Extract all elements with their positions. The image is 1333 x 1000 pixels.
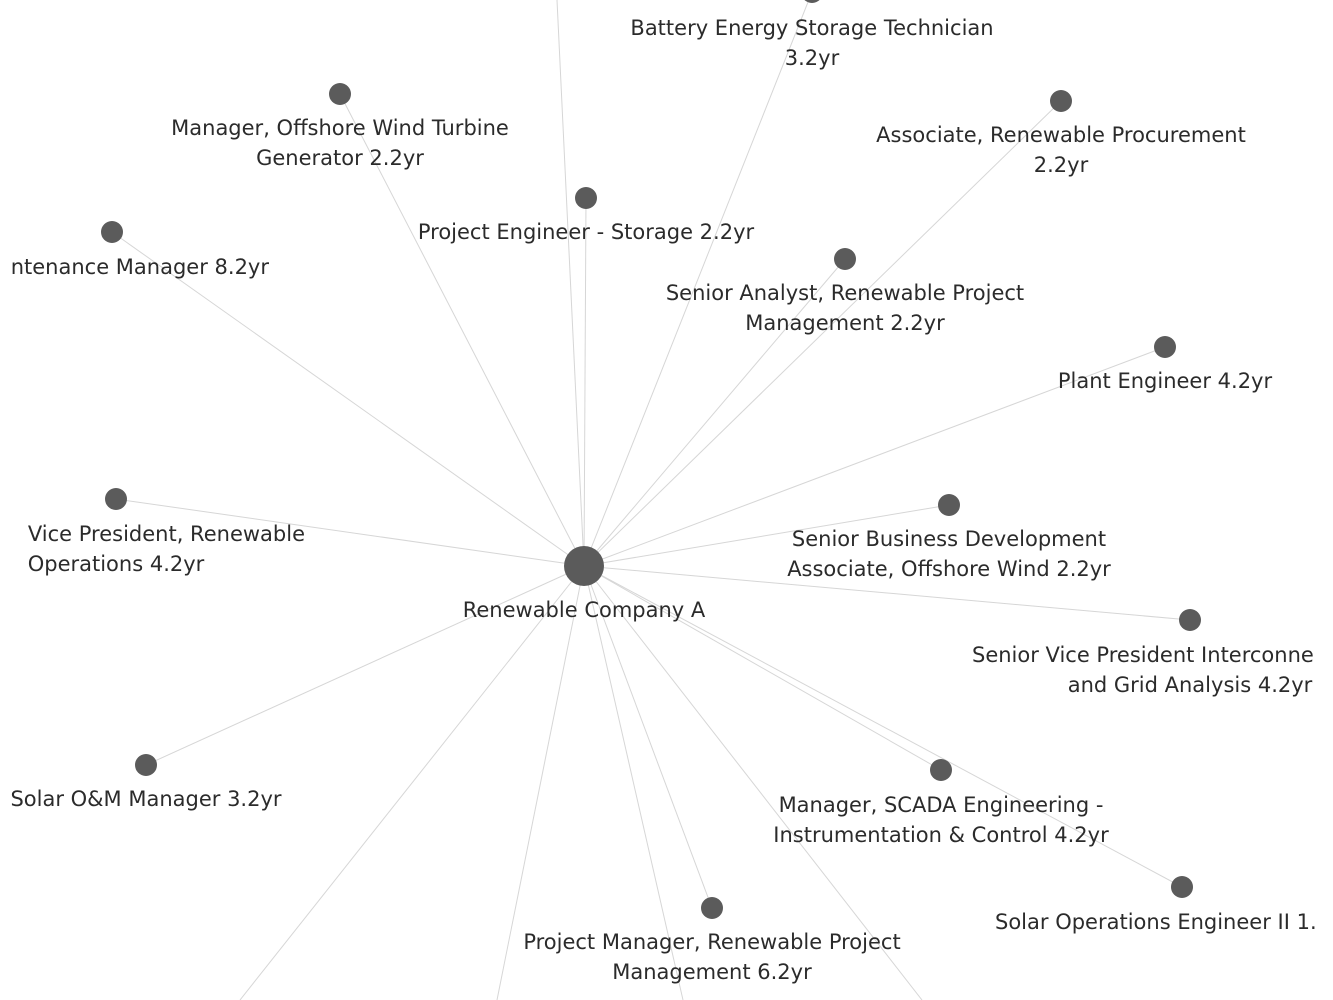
edge: [583, 565, 1183, 888]
edge: [583, 100, 1062, 567]
node-label: Battery Energy Storage Technician: [630, 16, 993, 40]
node-circle[interactable]: [1171, 876, 1193, 898]
node-circle[interactable]: [1154, 336, 1176, 358]
node-circle[interactable]: [1179, 609, 1201, 631]
job-node[interactable]: Manager, SCADA Engineering - Instrumentat…: [773, 759, 1109, 847]
node-label: Instrumentation & Control 4.2yr: [773, 823, 1109, 847]
edge: [583, 0, 810, 567]
job-node[interactable]: Project Manager, Renewable Project Manage…: [523, 897, 901, 984]
node-label: Manager, Offshore Wind Turbine: [171, 116, 509, 140]
node-circle[interactable]: [930, 759, 952, 781]
node-label: Management 6.2yr: [612, 960, 812, 984]
edge: [583, 565, 923, 1000]
node-label: Senior Vice President Interconne: [972, 643, 1314, 667]
node-label: 3.2yr: [785, 46, 840, 70]
node-label: Senior Analyst, Renewable Project: [666, 281, 1024, 305]
edge: [583, 565, 684, 1000]
node-circle[interactable]: [1050, 90, 1072, 112]
node-label: Solar O&M Manager 3.2yr: [10, 787, 281, 811]
node-circle[interactable]: [834, 248, 856, 270]
node-circle[interactable]: [701, 897, 723, 919]
node-circle[interactable]: [105, 488, 127, 510]
node-label: Management 2.2yr: [745, 311, 945, 335]
edge: [239, 565, 585, 1000]
node-label: Plant Engineer 4.2yr: [1058, 369, 1273, 393]
job-node[interactable]: ntenance Manager 8.2yr: [11, 221, 270, 279]
edge: [556, 0, 585, 567]
node-label: and Grid Analysis 4.2yr: [1068, 673, 1313, 697]
node-label: Project Engineer - Storage 2.2yr: [418, 220, 755, 244]
node-circle[interactable]: [801, 0, 823, 3]
node-label: Project Manager, Renewable Project: [523, 930, 900, 954]
node-label: Associate, Offshore Wind 2.2yr: [787, 557, 1111, 581]
node-label: Vice President, Renewable: [28, 522, 305, 546]
job-node[interactable]: Associate, Renewable Procurement 2.2yr: [876, 90, 1246, 177]
edge: [583, 346, 1166, 567]
job-node[interactable]: Senior Vice President Interconne and Grid…: [972, 609, 1314, 697]
edge: [583, 565, 1191, 621]
job-node[interactable]: Vice President, Renewable Operations 4.2y…: [28, 488, 305, 576]
edge: [583, 197, 587, 567]
job-node[interactable]: Solar O&M Manager 3.2yr: [10, 754, 282, 811]
job-node[interactable]: Senior Business Development Associate, Of…: [787, 494, 1111, 581]
node-label: Associate, Renewable Procurement: [876, 123, 1246, 147]
job-node[interactable]: Project Engineer - Storage 2.2yr: [418, 187, 755, 244]
node-circle[interactable]: [101, 221, 123, 243]
edges: [111, 0, 1191, 1000]
node-label: ntenance Manager 8.2yr: [11, 255, 270, 279]
node-circle[interactable]: [564, 546, 604, 586]
edge: [111, 231, 585, 567]
edge: [583, 565, 713, 909]
node-label: Operations 4.2yr: [28, 552, 205, 576]
job-node[interactable]: Senior Analyst, Renewable Project Managem…: [666, 248, 1024, 335]
node-circle[interactable]: [575, 187, 597, 209]
edge: [145, 565, 585, 766]
node-circle[interactable]: [135, 754, 157, 776]
company-node[interactable]: Renewable Company A: [463, 546, 706, 622]
node-label: Manager, SCADA Engineering -: [779, 793, 1104, 817]
node-label: 2.2yr: [1034, 153, 1089, 177]
job-node[interactable]: Plant Engineer 4.2yr: [1058, 336, 1273, 393]
edge: [339, 93, 585, 567]
node-circle[interactable]: [329, 83, 351, 105]
job-node[interactable]: Solar Operations Engineer II 1.: [995, 876, 1317, 934]
node-label: Renewable Company A: [463, 598, 706, 622]
node-label: Senior Business Development: [792, 527, 1106, 551]
node-circle[interactable]: [938, 494, 960, 516]
edge: [115, 498, 585, 567]
edge: [583, 258, 846, 567]
node-label: Solar Operations Engineer II 1.: [995, 910, 1317, 934]
edge: [583, 565, 942, 771]
node-label: Generator 2.2yr: [256, 146, 424, 170]
job-node[interactable]: Manager, Offshore Wind Turbine Generator …: [171, 83, 509, 170]
edge: [583, 504, 950, 567]
job-node[interactable]: Battery Energy Storage Technician 3.2yr: [630, 0, 994, 70]
nodes: Battery Energy Storage Technician 3.2yr Ma…: [10, 0, 1317, 984]
edge: [496, 565, 585, 1000]
